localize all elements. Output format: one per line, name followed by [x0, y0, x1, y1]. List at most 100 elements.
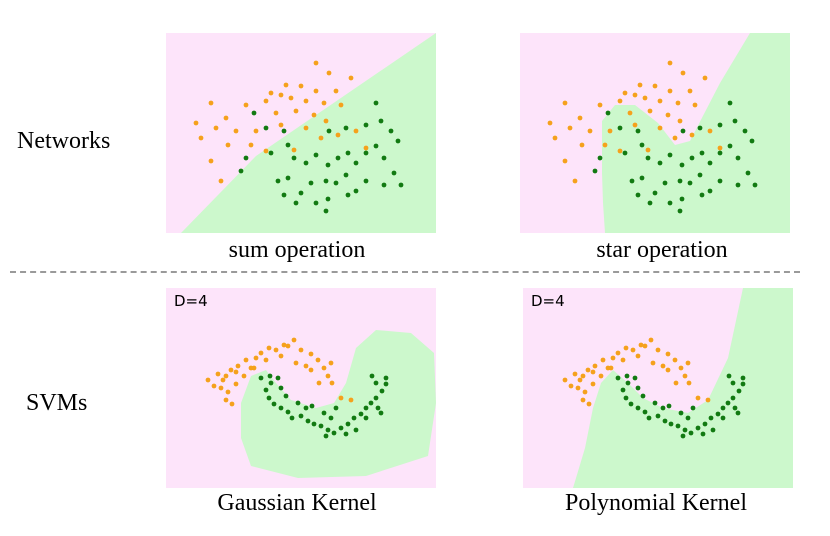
point-class-b-13 — [675, 423, 681, 429]
point-class-b-4 — [680, 128, 686, 134]
point-class-b-23 — [379, 388, 385, 394]
point-class-b-1 — [624, 373, 630, 379]
panel-sum-operation — [166, 33, 436, 233]
point-class-b-40 — [398, 182, 404, 188]
point-class-a-6 — [333, 88, 339, 94]
point-class-b-9 — [285, 142, 291, 148]
point-class-a-6 — [243, 357, 249, 363]
point-class-b-15 — [331, 430, 337, 436]
point-class-a-1 — [680, 70, 686, 76]
point-class-b-13 — [318, 423, 324, 429]
point-class-a-11 — [575, 385, 581, 391]
point-class-b-22 — [730, 395, 736, 401]
point-class-a-23 — [642, 343, 648, 349]
point-class-a-0 — [313, 60, 319, 66]
point-class-a-38 — [233, 369, 239, 375]
point-class-b-9 — [646, 415, 652, 421]
point-class-b-35 — [666, 403, 672, 409]
point-class-a-4 — [652, 83, 658, 89]
point-class-a-1 — [266, 345, 272, 351]
point-class-b-33 — [333, 405, 339, 411]
point-class-a-8 — [278, 92, 284, 98]
point-class-a-8 — [585, 367, 591, 373]
point-class-a-30 — [552, 135, 558, 141]
point-class-b-0 — [615, 375, 621, 381]
point-class-b-39 — [699, 192, 705, 198]
point-class-a-21 — [620, 357, 626, 363]
point-class-b-21 — [725, 400, 731, 406]
point-class-a-3 — [281, 342, 287, 348]
point-class-b-21 — [395, 138, 401, 144]
point-class-b-17 — [717, 150, 723, 156]
point-class-a-37 — [645, 147, 651, 153]
point-class-b-3 — [268, 380, 274, 386]
point-class-b-20 — [381, 155, 387, 161]
point-class-b-23 — [735, 182, 741, 188]
point-class-a-25 — [278, 122, 284, 128]
point-class-a-38 — [590, 369, 596, 375]
point-class-a-2 — [348, 75, 354, 81]
point-class-a-1 — [623, 345, 629, 351]
point-class-b-11 — [657, 160, 663, 166]
decision-region-b-0 — [573, 288, 793, 488]
point-class-b-7 — [622, 150, 628, 156]
plot-gaussian-kernel: D=4 — [166, 288, 436, 488]
point-class-a-5 — [253, 355, 259, 361]
point-class-b-9 — [639, 142, 645, 148]
point-class-b-33 — [597, 155, 603, 161]
point-class-b-39 — [345, 192, 351, 198]
point-class-b-10 — [291, 155, 297, 161]
point-class-a-32 — [660, 363, 666, 369]
point-class-a-7 — [592, 363, 598, 369]
point-class-a-14 — [586, 401, 592, 407]
point-class-a-11 — [321, 100, 327, 106]
point-class-b-20 — [363, 405, 369, 411]
point-class-a-21 — [193, 120, 199, 126]
point-class-a-34 — [363, 145, 369, 151]
point-class-a-26 — [657, 125, 663, 131]
point-class-a-3 — [637, 82, 643, 88]
point-class-a-13 — [208, 100, 214, 106]
point-class-b-27 — [375, 405, 381, 411]
point-class-a-15 — [211, 383, 217, 389]
caption-polynomial-kernel: Polynomial Kernel — [565, 490, 747, 516]
point-class-b-16 — [707, 160, 713, 166]
point-class-a-17 — [572, 371, 578, 377]
point-class-a-36 — [572, 178, 578, 184]
plot-polynomial-kernel: D=4 — [523, 288, 793, 488]
point-class-b-6 — [263, 125, 269, 131]
point-class-a-8 — [228, 367, 234, 373]
point-class-b-24 — [740, 381, 746, 387]
point-class-b-38 — [635, 385, 641, 391]
point-class-b-14 — [335, 155, 341, 161]
point-class-a-21 — [547, 120, 553, 126]
point-class-b-30 — [298, 190, 304, 196]
point-class-b-30 — [710, 427, 716, 433]
decision-region-b-0 — [241, 330, 436, 478]
point-class-b-4 — [620, 387, 626, 393]
point-class-b-24 — [717, 178, 723, 184]
point-class-a-3 — [283, 82, 289, 88]
point-class-b-3 — [343, 125, 349, 131]
point-class-a-10 — [577, 377, 583, 383]
point-class-b-35 — [635, 192, 641, 198]
point-class-b-37 — [313, 200, 319, 206]
point-class-a-17 — [215, 371, 221, 377]
row-label-svms: SVMs — [26, 390, 88, 416]
point-class-b-40 — [752, 182, 758, 188]
point-class-a-34 — [328, 360, 334, 366]
point-class-b-6 — [628, 401, 634, 407]
point-class-b-1 — [378, 118, 384, 124]
point-class-b-5 — [251, 110, 257, 116]
point-class-a-18 — [233, 381, 239, 387]
point-class-a-25 — [665, 351, 671, 357]
point-class-b-6 — [617, 125, 623, 131]
point-class-b-12 — [668, 421, 674, 427]
point-class-b-2 — [717, 122, 723, 128]
point-class-a-22 — [213, 125, 219, 131]
point-class-b-34 — [238, 168, 244, 174]
dashed-divider — [10, 271, 800, 273]
point-class-b-38 — [325, 196, 331, 202]
point-class-a-33 — [263, 148, 269, 154]
point-class-b-9 — [289, 415, 295, 421]
